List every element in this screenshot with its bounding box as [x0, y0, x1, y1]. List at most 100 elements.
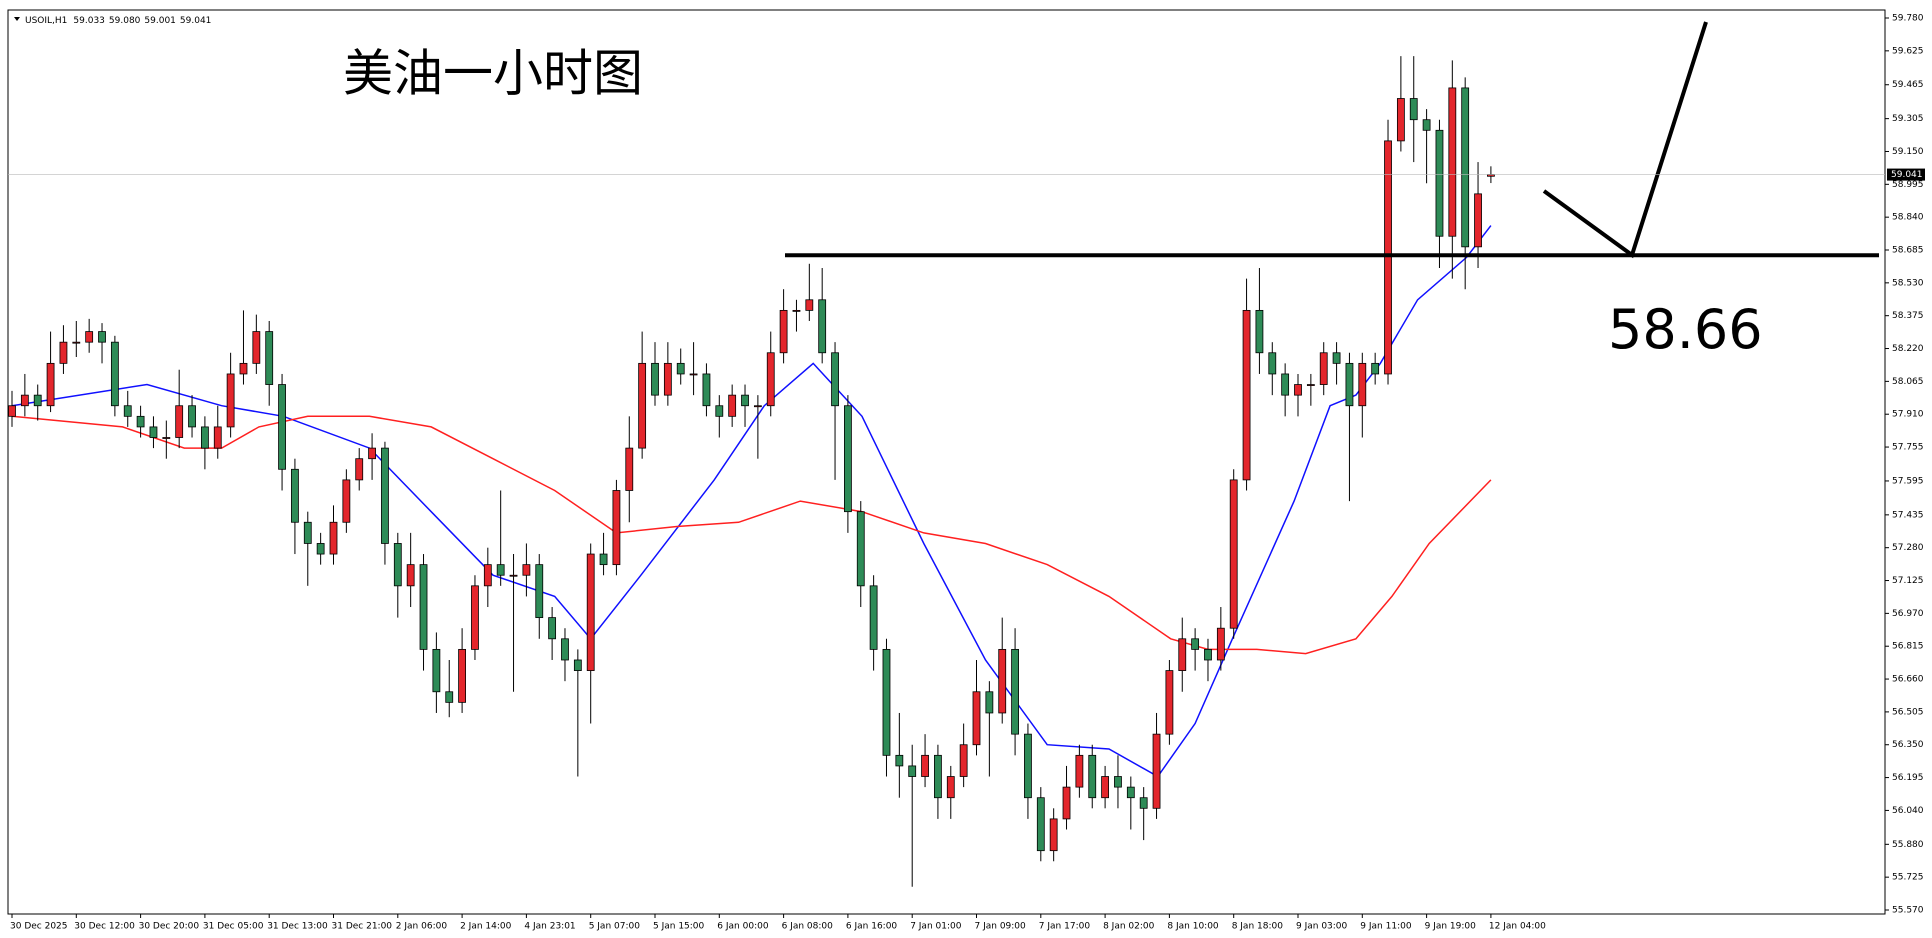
candle-body — [869, 585, 878, 650]
candle-body — [381, 447, 389, 544]
candle-body — [471, 585, 479, 650]
x-tick-label: 9 Jan 19:00 — [1425, 922, 1477, 932]
y-tick-label: 56.815 — [1892, 642, 1924, 652]
candle-body — [689, 373, 698, 376]
candle-body — [445, 691, 454, 703]
candle-body — [98, 331, 106, 343]
candle-body — [548, 617, 557, 640]
candle-body — [1075, 754, 1084, 788]
candle-body — [1474, 193, 1482, 248]
x-tick-label: 7 Jan 09:00 — [975, 922, 1027, 932]
y-tick-label: 57.910 — [1892, 410, 1924, 420]
candle-body — [831, 352, 839, 407]
candle-body — [316, 543, 325, 555]
candle-body — [1101, 776, 1109, 799]
x-tick-label: 8 Jan 02:00 — [1103, 922, 1155, 932]
candle-body — [921, 754, 929, 777]
y-tick-label: 57.280 — [1892, 543, 1924, 553]
x-tick-label: 2 Jan 06:00 — [396, 922, 448, 932]
moving-average — [11, 415, 1492, 655]
candle-body — [946, 776, 955, 799]
candle-body — [573, 659, 582, 671]
candle-body — [8, 405, 16, 417]
candle-body — [599, 553, 608, 566]
menu-icon — [14, 17, 20, 21]
candle-body — [702, 373, 711, 407]
candle-body — [1178, 638, 1187, 671]
candle-body — [213, 426, 222, 449]
x-tick-label: 12 Jan 04:00 — [1489, 922, 1546, 932]
symbol: USOIL,H1 — [25, 16, 67, 26]
candle-body — [1358, 362, 1367, 407]
candle-body — [46, 362, 55, 407]
candle-body — [741, 394, 749, 407]
candle-body — [998, 648, 1007, 714]
y-tick-label: 56.040 — [1892, 806, 1924, 816]
candle-body — [792, 309, 801, 312]
candle-body — [1229, 479, 1238, 629]
level-label: 58.66 — [1608, 298, 1763, 361]
candle-body — [123, 405, 132, 417]
candle-body — [856, 511, 865, 587]
candle-body — [625, 447, 634, 491]
y-tick-label: 55.570 — [1892, 906, 1924, 916]
candle-body — [676, 362, 685, 375]
candle-body — [908, 765, 917, 777]
candle-body — [882, 648, 891, 756]
y-tick-label: 55.880 — [1892, 840, 1924, 850]
candle-body — [1126, 786, 1135, 799]
candle-body — [1152, 733, 1161, 809]
x-tick-label: 6 Jan 08:00 — [782, 922, 834, 932]
candle-body — [638, 362, 647, 449]
x-tick-label: 6 Jan 16:00 — [846, 922, 898, 932]
candle-body — [1371, 362, 1380, 375]
candle-body — [393, 543, 402, 587]
x-tick-label: 31 Dec 21:00 — [332, 922, 393, 932]
candle-body — [1036, 797, 1045, 852]
header-close: 59.041 — [180, 16, 212, 26]
candle-body — [406, 564, 415, 587]
candle-body — [303, 521, 312, 544]
candle-body — [1191, 638, 1200, 650]
header-open: 59.033 — [73, 16, 105, 26]
candle-body — [509, 574, 518, 577]
candle-body — [1281, 373, 1290, 396]
y-tick-label: 56.660 — [1892, 675, 1924, 685]
candle-body — [1204, 648, 1212, 661]
y-tick-label: 59.305 — [1892, 114, 1924, 124]
candle-body — [934, 754, 942, 799]
x-tick-label: 2 Jan 14:00 — [460, 922, 512, 932]
candle-body — [766, 352, 775, 407]
candle-body — [200, 426, 209, 449]
candle-body — [1345, 362, 1354, 407]
candle-body — [1306, 384, 1315, 386]
x-tick-label: 5 Jan 07:00 — [589, 922, 641, 932]
x-tick-label: 31 Dec 05:00 — [203, 922, 264, 932]
candle-body — [1448, 87, 1457, 237]
y-tick-label: 56.505 — [1892, 707, 1924, 717]
candle-body — [226, 373, 235, 428]
x-tick-label: 30 Dec 12:00 — [74, 922, 135, 932]
candle-body — [33, 394, 42, 407]
candle-body — [612, 490, 621, 566]
x-tick-label: 9 Jan 03:00 — [1296, 922, 1348, 932]
y-tick-label: 59.465 — [1892, 80, 1924, 90]
candle-body — [419, 564, 428, 650]
candle-body — [1461, 87, 1470, 248]
candle-body — [278, 384, 286, 470]
y-tick-label: 58.995 — [1892, 180, 1924, 190]
x-tick-label: 5 Jan 15:00 — [653, 922, 705, 932]
candle-body — [1242, 309, 1251, 481]
candle-body — [432, 648, 441, 693]
y-tick-label: 58.685 — [1892, 246, 1924, 256]
candle-body — [252, 331, 261, 364]
candle-body — [753, 405, 762, 408]
candle-body — [651, 362, 659, 396]
candle-body — [1396, 98, 1405, 142]
x-tick-label: 9 Jan 11:00 — [1360, 922, 1412, 932]
candle-body — [1011, 648, 1019, 735]
candle-body — [1294, 384, 1302, 396]
candle-body — [1216, 627, 1225, 661]
y-tick-label: 57.125 — [1892, 576, 1924, 586]
candle-body — [535, 564, 544, 619]
